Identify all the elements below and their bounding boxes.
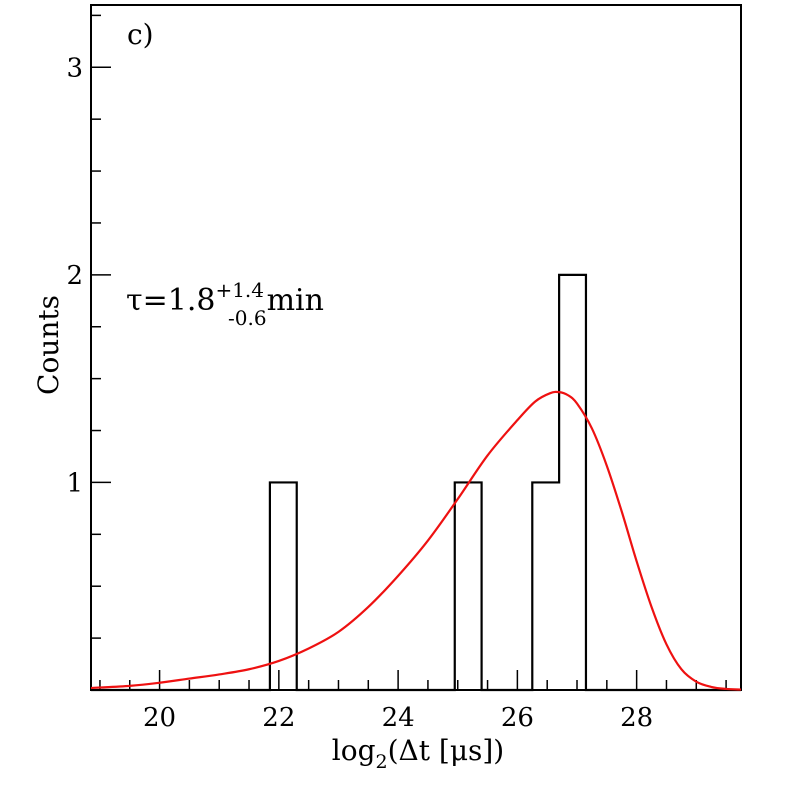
panel-label: c) — [127, 18, 154, 51]
x-tick-labels: 20 22 24 26 28 — [143, 703, 653, 733]
fit-curve — [90, 390, 742, 691]
x-tick-label: 28 — [620, 703, 653, 733]
axis-ticks — [91, 14, 727, 690]
x-tick-label: 22 — [262, 703, 295, 733]
x-axis-title-prefix: log — [332, 734, 376, 767]
x-axis-title-sub: 2 — [376, 751, 388, 773]
tau-lower-error: -0.6 — [228, 306, 267, 330]
x-tick-label: 24 — [382, 703, 415, 733]
y-tick-labels: 1 2 3 — [66, 53, 83, 498]
tau-annotation: τ=1.8+1.4 -0.6min — [126, 278, 324, 330]
y-axis-title: Counts — [32, 295, 65, 395]
plot-frame — [90, 4, 742, 691]
y-tick-label: 1 — [66, 468, 83, 498]
x-axis-title: log2(Δt [μs]) — [332, 734, 504, 773]
y-tick-label: 3 — [66, 53, 83, 83]
histogram — [91, 273, 741, 692]
y-tick-label: 2 — [66, 261, 83, 291]
x-tick-label: 20 — [143, 703, 176, 733]
tau-unit: min — [267, 283, 324, 318]
x-tick-label: 26 — [501, 703, 534, 733]
tau-upper-error: +1.4 — [215, 278, 264, 302]
tau-value: τ=1.8 — [126, 283, 215, 318]
x-axis-title-suffix: (Δt [μs]) — [388, 734, 505, 767]
